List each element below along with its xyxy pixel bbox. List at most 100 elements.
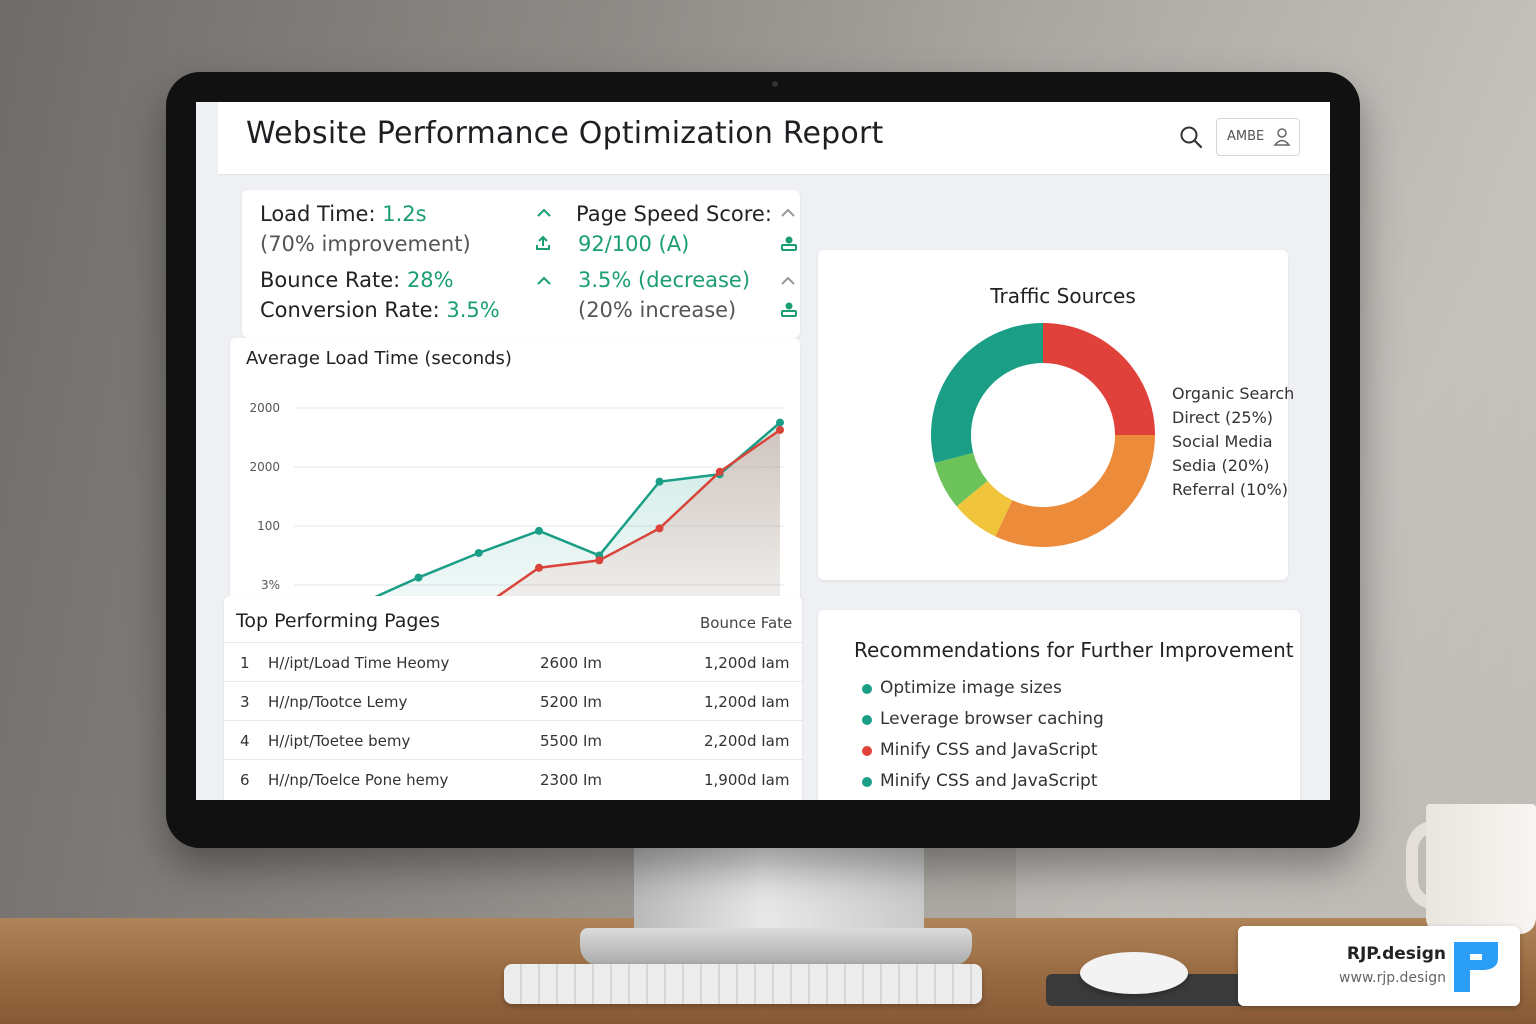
row-bounce: 1,200d Iam (704, 693, 790, 711)
table-row[interactable]: 6 H//np/Toelce Pone hemy 2300 Im 1,900d … (224, 759, 802, 798)
chevron-up-icon (781, 208, 795, 217)
donut-slice[interactable] (995, 435, 1155, 547)
row-rank: 6 (240, 771, 250, 789)
data-point (535, 526, 543, 535)
mouse (1080, 952, 1188, 994)
donut-slice[interactable] (1043, 323, 1155, 435)
recommendations-title: Recommendations for Further Improvement (854, 638, 1294, 662)
data-point (595, 556, 604, 565)
conversion-rate-label: Conversion Rate: (260, 298, 440, 322)
recommendation-item: Minify CSS and JavaScript (862, 771, 1098, 791)
recommendation-text: Minify CSS and JavaScript (880, 771, 1098, 791)
user-label: AMBE (1227, 129, 1265, 144)
donut-slice[interactable] (956, 480, 1013, 537)
legend-item: Sedia (20%) (1172, 456, 1270, 475)
user-menu-button[interactable]: AMBE (1216, 118, 1300, 156)
legend-item: Referral (10%) (1172, 480, 1288, 499)
row-rank: 3 (240, 693, 250, 711)
data-point (776, 418, 784, 427)
keyboard (504, 964, 982, 1004)
conversion-rate-value: 3.5% (446, 298, 500, 322)
recommendation-text: Minify CSS and JavaScript (880, 740, 1098, 760)
row-load: 2600 Im (540, 654, 602, 672)
data-point (776, 425, 784, 434)
bounce-rate-value: 28% (406, 268, 454, 292)
bounce-rate-metric: Bounce Rate: 28% (260, 268, 454, 292)
screen: Website Performance Optimization Report … (196, 102, 1330, 800)
row-url[interactable]: H//np/Tootce Lemy (268, 693, 408, 711)
data-point (655, 524, 664, 533)
legend-item: Organic Search (1172, 384, 1295, 403)
search-icon[interactable] (1178, 124, 1204, 150)
user-badge-icon (781, 236, 797, 251)
traffic-sources-card: Traffic Sources Organic Search Direct (2… (818, 250, 1294, 580)
data-point (535, 563, 543, 572)
brand-badge[interactable]: RJP.design www.rjp.design (1238, 926, 1520, 1006)
chevron-up-icon (537, 208, 551, 217)
row-load: 5500 Im (540, 732, 602, 750)
bullet-dot-icon (862, 777, 872, 787)
load-time-label: Load Time: (260, 202, 376, 226)
metrics-card: Load Time: 1.2s (70% improvement) Page S… (242, 190, 800, 338)
bullet-dot-icon (862, 684, 872, 694)
recommendation-item: Minify CSS and JavaScript (862, 740, 1098, 760)
row-url[interactable]: H//np/Toelce Pone hemy (268, 771, 449, 789)
recommendation-item: Leverage browser caching (862, 709, 1104, 729)
user-icon (1273, 128, 1291, 146)
data-point (414, 573, 423, 582)
table-row[interactable]: 3 H//np/Tootce Lemy 5200 Im 1,200d Iam (224, 681, 802, 720)
y-tick-label: 100 (257, 519, 280, 533)
y-tick-label: 2000 (249, 401, 280, 415)
recommendation-text: Leverage browser caching (880, 709, 1104, 729)
row-bounce: 2,200d Iam (704, 732, 790, 750)
chart-title: Average Load Time (seconds) (246, 348, 512, 369)
row-url[interactable]: H//ipt/Load Time Heomy (268, 654, 450, 672)
conversion-rate-change: (20% increase) (578, 298, 737, 322)
series-area (298, 429, 780, 644)
chevron-up-icon (781, 276, 795, 285)
chevron-up-icon (537, 276, 551, 285)
top-bar: Website Performance Optimization Report … (218, 102, 1330, 175)
monitor-stand (634, 846, 924, 936)
conversion-rate-metric: Conversion Rate: 3.5% (260, 298, 500, 322)
traffic-donut-chart (931, 323, 1155, 547)
row-url[interactable]: H//ipt/Toetee bemy (268, 732, 411, 750)
monitor-base (580, 928, 972, 966)
load-time-sub: (70% improvement) (260, 232, 471, 256)
y-tick-label: 2000 (249, 460, 280, 474)
bullet-dot-icon (862, 746, 872, 756)
data-point (715, 467, 724, 476)
load-time-value: 1.2s (382, 202, 427, 226)
bounce-rate-change: 3.5% (decrease) (578, 268, 751, 292)
top-pages-title: Top Performing Pages (236, 610, 440, 632)
user-badge-icon (781, 302, 797, 317)
row-rank: 4 (240, 732, 250, 750)
row-rank: 1 (240, 654, 250, 672)
brand-name: RJP.design (1346, 944, 1446, 964)
data-point (655, 477, 664, 486)
donut-slice[interactable] (934, 452, 988, 507)
page-title: Website Performance Optimization Report (246, 116, 884, 151)
recommendation-item: Optimize image sizes (862, 678, 1062, 698)
camera-icon (772, 81, 778, 87)
row-bounce: 1,200d Iam (704, 654, 790, 672)
y-tick-label: 3% (261, 578, 280, 592)
row-bounce: 1,900d Iam (704, 771, 790, 789)
load-time-metric: Load Time: 1.2s (260, 202, 427, 226)
row-load: 5200 Im (540, 693, 602, 711)
donut-slice[interactable] (931, 323, 1043, 463)
upload-icon (536, 235, 550, 250)
coffee-mug (1426, 804, 1536, 934)
brand-logo-icon (1454, 942, 1498, 992)
table-row[interactable]: 1 H//ipt/Load Time Heomy 2600 Im 1,200d … (224, 642, 802, 681)
traffic-title: Traffic Sources (990, 284, 1136, 308)
brand-url[interactable]: www.rjp.design (1339, 970, 1446, 986)
bullet-dot-icon (862, 715, 872, 725)
table-row[interactable]: 4 H//ipt/Toetee bemy 5500 Im 2,200d Iam (224, 720, 802, 759)
legend-item: Direct (25%) (1172, 408, 1274, 427)
recommendations-card: Recommendations for Further Improvement … (818, 610, 1300, 800)
data-point (474, 548, 483, 557)
row-load: 2300 Im (540, 771, 602, 789)
page-speed-value: 92/100 (A) (578, 232, 690, 256)
recommendation-text: Optimize image sizes (880, 678, 1062, 698)
